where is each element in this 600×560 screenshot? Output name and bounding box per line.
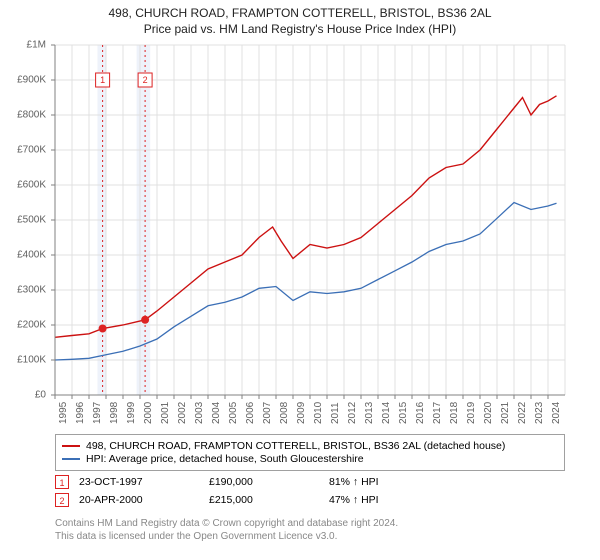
x-tick-label: 2020 [483,402,494,424]
x-tick-label: 2005 [228,402,239,424]
sale-note: 81% ↑ HPI [329,476,449,488]
x-tick-label: 1998 [109,402,120,424]
y-tick-label: £900K [17,75,46,86]
x-tick-label: 2004 [211,402,222,424]
y-tick-label: £0 [35,390,46,401]
y-tick-label: £100K [17,355,46,366]
table-row: 2 20-APR-2000£215,00047% ↑ HPI [55,491,565,509]
legend-row-hpi: HPI: Average price, detached house, Sout… [62,453,558,465]
footer-attribution: Contains HM Land Registry data © Crown c… [55,517,565,543]
chart-plot-area: 12 [55,45,565,395]
footer-line1: Contains HM Land Registry data © Crown c… [55,517,565,530]
sale-date: 20-APR-2000 [79,494,209,506]
x-tick-label: 2003 [194,402,205,424]
x-tick-label: 2007 [262,402,273,424]
x-tick-label: 1995 [58,402,69,424]
y-tick-label: £700K [17,145,46,156]
y-tick-label: £400K [17,250,46,261]
x-tick-label: 2000 [143,402,154,424]
svg-text:1: 1 [100,75,105,85]
x-tick-label: 2016 [415,402,426,424]
y-tick-label: £300K [17,285,46,296]
y-tick-label: £800K [17,110,46,121]
table-row: 1 23-OCT-1997£190,00081% ↑ HPI [55,473,565,491]
x-tick-label: 2023 [534,402,545,424]
x-tick-label: 2022 [517,402,528,424]
legend-box: 498, CHURCH ROAD, FRAMPTON COTTERELL, BR… [55,434,565,471]
y-tick-label: £200K [17,320,46,331]
x-tick-label: 2018 [449,402,460,424]
legend-label-property: 498, CHURCH ROAD, FRAMPTON COTTERELL, BR… [86,440,505,452]
x-tick-label: 1996 [75,402,86,424]
x-tick-label: 1997 [92,402,103,424]
title-subtitle: Price paid vs. HM Land Registry's House … [0,22,600,36]
sale-note: 47% ↑ HPI [329,494,449,506]
x-tick-label: 2008 [279,402,290,424]
x-axis-labels: 1995 1996 1997 1998 1999 2000 2001 2002 2003 2004… [55,398,565,428]
y-tick-label: £600K [17,180,46,191]
marker-box: 2 [55,493,69,507]
sale-date: 23-OCT-1997 [79,476,209,488]
x-tick-label: 2011 [330,402,341,424]
sales-table: 1 23-OCT-1997£190,00081% ↑ HPI 2 20-APR-200… [55,473,565,509]
x-tick-label: 2009 [296,402,307,424]
x-tick-label: 2014 [381,402,392,424]
y-tick-label: £500K [17,215,46,226]
y-tick-label: £1M [27,40,46,51]
x-tick-label: 2019 [466,402,477,424]
x-tick-label: 2006 [245,402,256,424]
chart-svg: 12 [55,45,565,395]
sale-price: £190,000 [209,476,329,488]
y-axis-labels: £0£100K£200K£300K£400K£500K£600K£700K£80… [0,45,50,395]
footer-line2: This data is licensed under the Open Gov… [55,530,565,543]
legend-row-property: 498, CHURCH ROAD, FRAMPTON COTTERELL, BR… [62,440,558,452]
x-tick-label: 2001 [160,402,171,424]
x-tick-label: 2012 [347,402,358,424]
x-tick-label: 1999 [126,402,137,424]
x-tick-label: 2013 [364,402,375,424]
sale-price: £215,000 [209,494,329,506]
marker-box: 1 [55,475,69,489]
x-tick-label: 2024 [551,402,562,424]
legend-swatch-hpi [62,458,80,460]
x-tick-label: 2021 [500,402,511,424]
x-tick-label: 2010 [313,402,324,424]
chart-container: 498, CHURCH ROAD, FRAMPTON COTTERELL, BR… [0,0,600,560]
svg-text:2: 2 [143,75,148,85]
x-tick-label: 2017 [432,402,443,424]
title-block: 498, CHURCH ROAD, FRAMPTON COTTERELL, BR… [0,0,600,36]
legend-swatch-property [62,445,80,447]
title-address: 498, CHURCH ROAD, FRAMPTON COTTERELL, BR… [0,6,600,20]
legend-label-hpi: HPI: Average price, detached house, Sout… [86,453,364,465]
x-tick-label: 2002 [177,402,188,424]
x-tick-label: 2015 [398,402,409,424]
